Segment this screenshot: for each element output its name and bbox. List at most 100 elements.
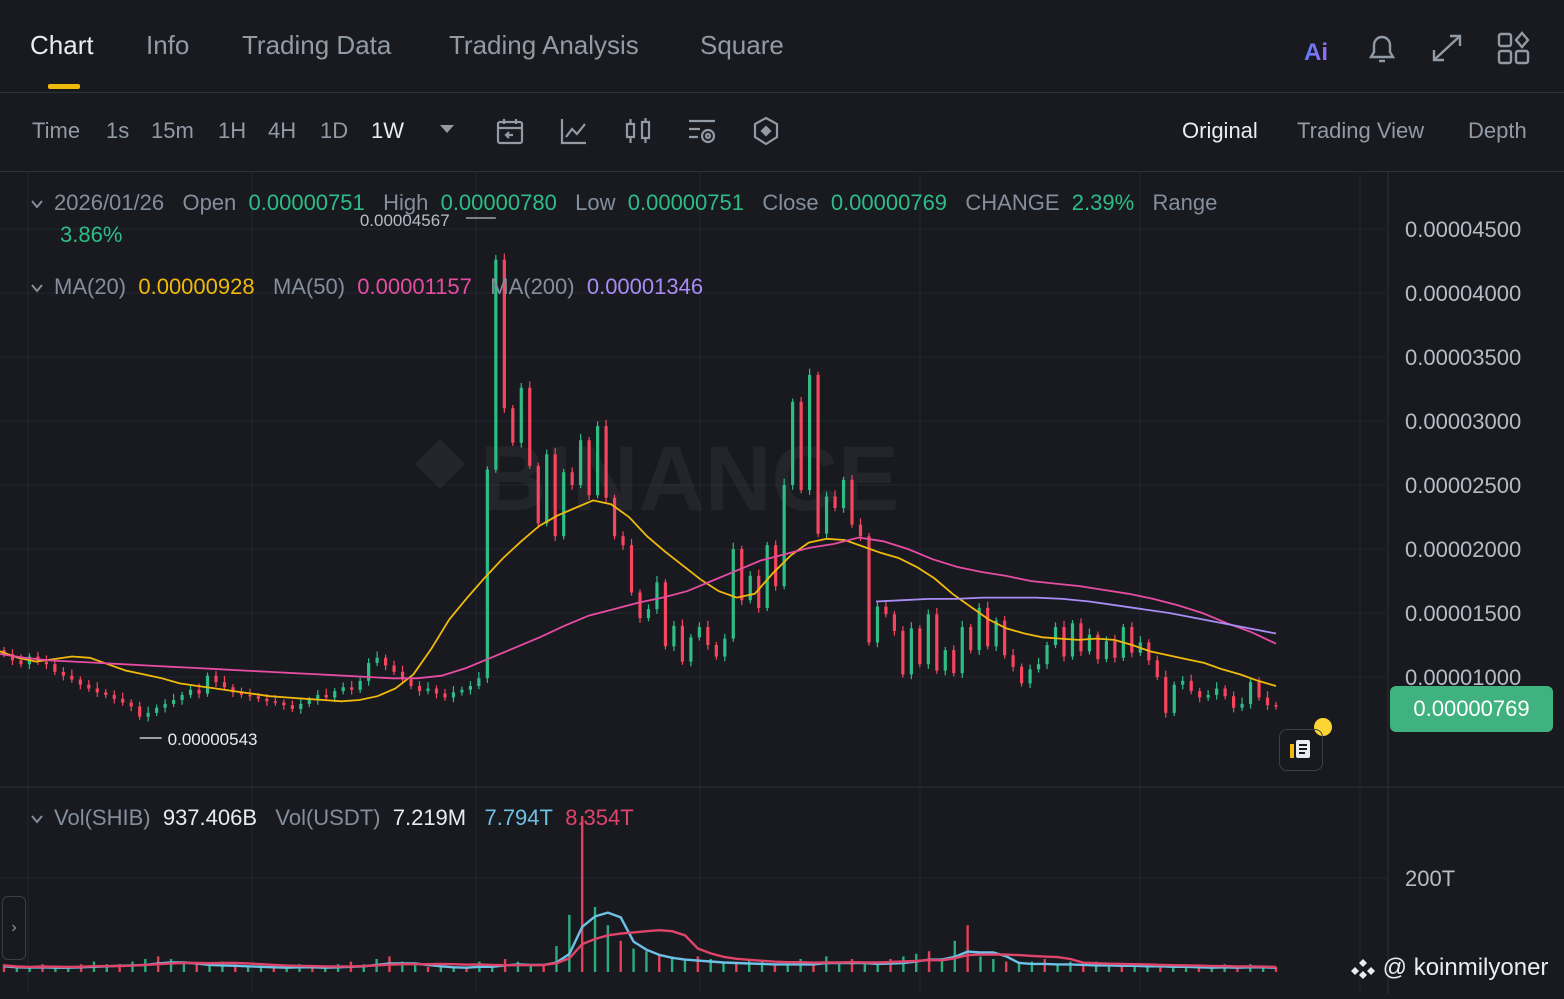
price-chart-svg[interactable]: BINANCE 0.000045000.000040000.000035000.… bbox=[0, 172, 1564, 994]
panel-expand-handle[interactable]: › bbox=[2, 896, 26, 960]
candle-body bbox=[579, 440, 583, 485]
chart-area[interactable]: BINANCE 0.00004500 0.00004000 0.00003500 0.… bbox=[0, 172, 1564, 994]
candle-body bbox=[248, 694, 252, 697]
timeframe-1h[interactable]: 1H bbox=[218, 118, 247, 143]
bell-icon[interactable] bbox=[1365, 30, 1399, 66]
candle-body bbox=[909, 628, 913, 675]
candle-body bbox=[375, 657, 379, 663]
extreme-annotations: 0.00004567 0.00000543 bbox=[139, 211, 496, 749]
volume-bar bbox=[491, 964, 494, 972]
candle-body bbox=[1053, 627, 1058, 645]
volume-bar bbox=[311, 966, 314, 972]
candle-body bbox=[587, 440, 591, 496]
ohlc-date: 2026/01/26 bbox=[54, 190, 165, 215]
candle-body bbox=[53, 664, 57, 672]
candle-body bbox=[1096, 634, 1100, 660]
volume-bar bbox=[1210, 966, 1213, 972]
candle-body bbox=[78, 679, 82, 685]
candle-body bbox=[1028, 669, 1032, 684]
volume-bar bbox=[182, 961, 186, 972]
candle-body bbox=[104, 692, 108, 695]
chart-toolbar: Time 1s 15m 1H 4H 1D 1W Original Trading… bbox=[0, 93, 1564, 172]
tab-square[interactable]: Square bbox=[700, 30, 784, 60]
candle-body bbox=[629, 545, 634, 593]
expand-icon[interactable] bbox=[1430, 30, 1464, 66]
volume-bar bbox=[105, 964, 108, 972]
candle-body bbox=[265, 698, 269, 702]
vol-usdt-label: Vol(USDT) bbox=[275, 805, 381, 830]
chart-settings-icon[interactable] bbox=[686, 115, 718, 147]
volume-tick-label: 200T bbox=[1405, 866, 1455, 891]
candle-body bbox=[740, 549, 744, 601]
candle-body bbox=[341, 687, 345, 692]
volume-bar bbox=[118, 964, 121, 972]
view-depth[interactable]: Depth bbox=[1468, 118, 1527, 143]
chevron-down-icon[interactable] bbox=[30, 197, 44, 211]
candle-body bbox=[290, 705, 294, 709]
candle-body bbox=[892, 614, 896, 631]
timeframe-time[interactable]: Time bbox=[32, 118, 81, 143]
volume-bar bbox=[992, 959, 995, 972]
candle-body bbox=[163, 703, 167, 708]
change-value: 2.39% bbox=[1071, 190, 1135, 215]
timeframe-1d[interactable]: 1D bbox=[320, 118, 349, 143]
tab-chart[interactable]: Chart bbox=[30, 30, 94, 60]
volume-bar bbox=[1082, 964, 1085, 972]
candle-body bbox=[197, 689, 201, 694]
chevron-down-icon[interactable] bbox=[30, 281, 44, 295]
tab-trading-data[interactable]: Trading Data bbox=[242, 30, 392, 60]
candle-body bbox=[138, 706, 142, 717]
volume-bar bbox=[876, 961, 879, 972]
volume-bar bbox=[1017, 961, 1021, 972]
candle-body bbox=[833, 496, 837, 509]
volume-bar bbox=[208, 964, 211, 972]
current-price-tag: 0.00000769 bbox=[1390, 686, 1553, 732]
grid-icon[interactable] bbox=[1497, 30, 1531, 66]
svg-text:Ai: Ai bbox=[1304, 39, 1328, 66]
timeframe-15m[interactable]: 15m bbox=[151, 118, 194, 143]
ma20-label: MA(20) bbox=[54, 274, 127, 299]
candle-body bbox=[1062, 627, 1066, 657]
high-label: High bbox=[383, 190, 429, 215]
indicator-icon[interactable] bbox=[558, 115, 590, 147]
volume-bar bbox=[966, 925, 969, 972]
timeframe-4h[interactable]: 4H bbox=[268, 118, 297, 143]
candle-body bbox=[350, 687, 354, 690]
tab-trading-analysis[interactable]: Trading Analysis bbox=[449, 30, 639, 60]
view-trading-view[interactable]: Trading View bbox=[1297, 118, 1425, 143]
shield-icon[interactable] bbox=[750, 115, 782, 147]
vol-shib-label: Vol(SHIB) bbox=[54, 805, 151, 830]
ai-icon[interactable]: Ai bbox=[1302, 30, 1336, 66]
timeframe-1w[interactable]: 1W bbox=[371, 118, 404, 143]
volume-bar bbox=[1133, 964, 1136, 972]
volume-bar bbox=[812, 961, 815, 972]
volume-bar bbox=[632, 948, 635, 972]
candle-body bbox=[646, 609, 651, 619]
tab-info[interactable]: Info bbox=[146, 30, 190, 60]
volume-bar bbox=[1274, 966, 1278, 972]
candle-body bbox=[884, 606, 888, 615]
volume-ma-a-line bbox=[3, 911, 1277, 969]
candle-body bbox=[400, 671, 405, 680]
calendar-icon[interactable] bbox=[494, 115, 526, 147]
candle-body bbox=[824, 496, 829, 534]
chevron-down-icon[interactable] bbox=[30, 812, 44, 826]
volume-bar bbox=[1030, 961, 1034, 972]
volume-bar bbox=[1184, 964, 1188, 972]
candle-body bbox=[774, 545, 778, 587]
volume-bar bbox=[324, 966, 327, 972]
candle-body bbox=[44, 661, 48, 665]
volume-bar bbox=[1236, 966, 1239, 972]
timeframe-dropdown-caret-icon[interactable] bbox=[432, 119, 462, 139]
timeframe-1s[interactable]: 1s bbox=[106, 118, 130, 143]
price-axis: 0.00004500 0.00004000 0.00003500 0.00003000… bbox=[1405, 217, 1521, 891]
view-original[interactable]: Original bbox=[1182, 118, 1258, 143]
volume-bar bbox=[401, 961, 404, 972]
candle-body bbox=[231, 687, 235, 693]
candlestick-type-icon[interactable] bbox=[622, 115, 654, 147]
candle-body bbox=[112, 694, 116, 699]
news-icon[interactable] bbox=[1279, 729, 1323, 771]
candle-body bbox=[875, 606, 880, 643]
volume-bar bbox=[67, 966, 70, 972]
candle-body bbox=[121, 698, 125, 703]
